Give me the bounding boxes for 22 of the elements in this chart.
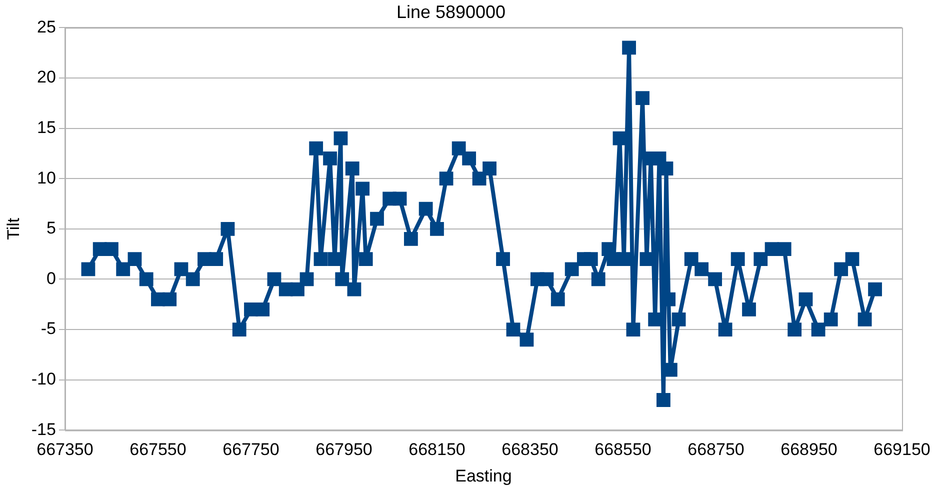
y-tick-label: 15: [37, 118, 56, 137]
chart-title: Line 5890000: [396, 2, 506, 22]
x-tick-label: 668150: [408, 440, 466, 460]
x-tick-label: 668750: [688, 440, 744, 460]
x-tick-label: 667350: [36, 440, 94, 460]
y-tick-label: -5: [40, 319, 56, 338]
x-tick-label: 669150: [874, 440, 930, 460]
y-axis-title: Tilt: [4, 218, 23, 240]
x-tick-label: 668350: [502, 440, 558, 460]
y-tick-label: 10: [37, 168, 56, 188]
x-axis-title: Easting: [455, 466, 512, 486]
x-tick-label: 668950: [780, 440, 838, 460]
y-tick-label: 0: [46, 268, 56, 288]
x-tick-label: 667750: [222, 440, 280, 460]
y-tick-label: -15: [31, 420, 56, 439]
x-tick-label: 668550: [594, 440, 652, 460]
x-tick-label: 667550: [130, 440, 186, 460]
y-tick-label: 20: [37, 68, 56, 87]
x-tick-label: 667950: [316, 440, 372, 460]
y-tick-label: 5: [46, 218, 56, 238]
y-tick-label: -10: [31, 370, 56, 389]
y-tick-label: 25: [37, 17, 56, 36]
